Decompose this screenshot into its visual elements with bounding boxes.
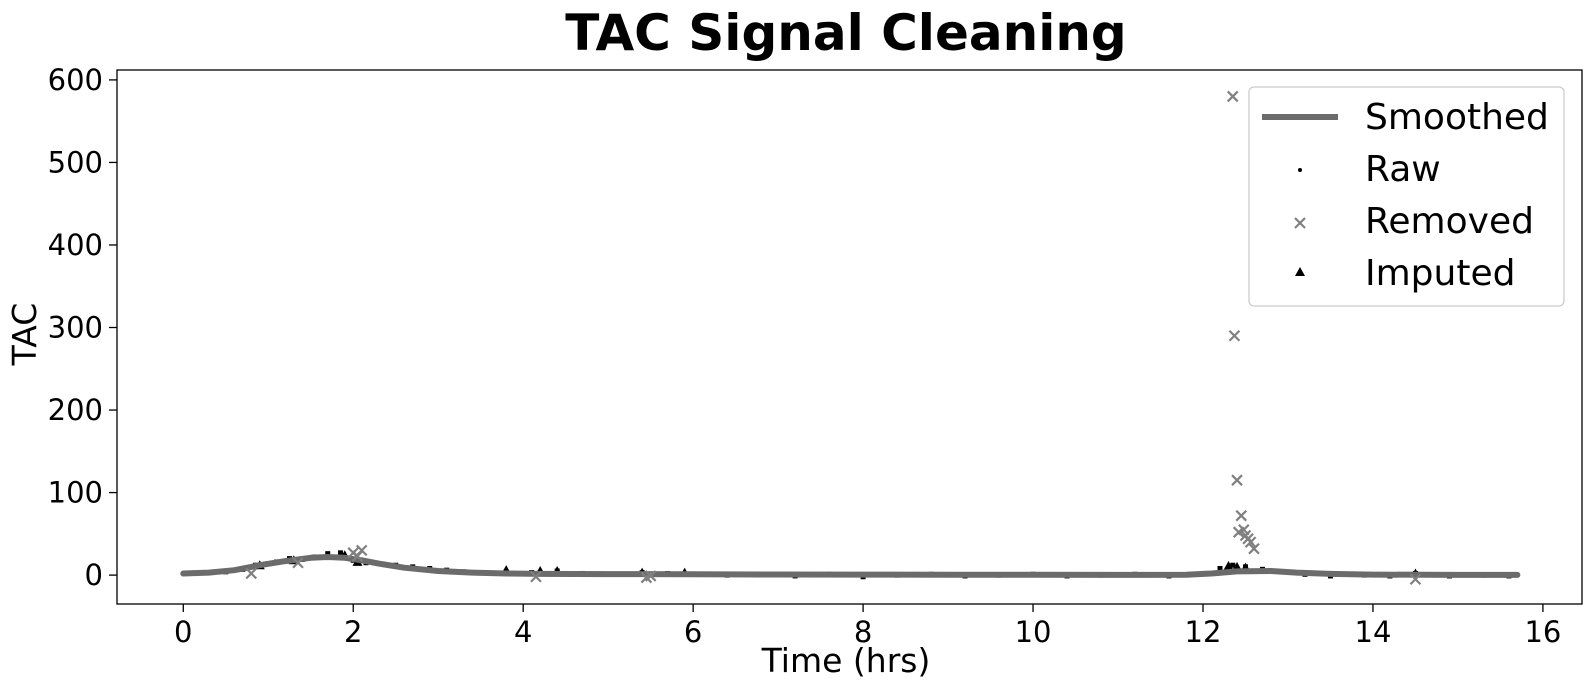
y-tick-label: 0 xyxy=(85,558,103,592)
legend-raw-swatch xyxy=(1298,168,1302,172)
plot-frame xyxy=(116,69,1583,605)
x-tick-label: 8 xyxy=(854,615,872,649)
x-tick-label: 16 xyxy=(1524,615,1561,649)
legend: Smoothed Raw Removed Imputed xyxy=(1248,86,1565,307)
smoothed-line xyxy=(180,554,1521,578)
y-axis-ticks: 0 100 200 300 400 500 600 xyxy=(48,63,117,592)
y-tick-label: 400 xyxy=(48,228,103,262)
removed-point xyxy=(530,570,542,583)
legend-raw-label: Raw xyxy=(1365,149,1441,190)
x-axis-label: Time (hrs) xyxy=(761,641,931,680)
chart-title: TAC Signal Cleaning xyxy=(565,4,1126,62)
y-tick-label: 500 xyxy=(48,145,103,179)
x-tick-label: 4 xyxy=(514,615,532,649)
x-tick-label: 0 xyxy=(174,615,192,649)
removed-point xyxy=(292,556,304,569)
legend-smoothed-label: Smoothed xyxy=(1365,97,1549,138)
removed-point xyxy=(355,544,368,557)
removed-point xyxy=(1244,536,1257,548)
x-tick-label: 2 xyxy=(344,615,362,649)
raw-point xyxy=(1217,566,1223,572)
y-axis-label: TAC xyxy=(5,303,44,367)
imputed-point xyxy=(1223,561,1234,571)
x-tick-label: 10 xyxy=(1015,615,1052,649)
removed-series xyxy=(245,90,1422,586)
removed-point xyxy=(1226,90,1239,103)
legend-box xyxy=(1248,86,1565,307)
x-tick-label: 14 xyxy=(1355,615,1392,649)
legend-removed-swatch xyxy=(1294,217,1306,229)
y-tick-label: 200 xyxy=(48,393,103,427)
x-tick-label: 6 xyxy=(684,615,702,649)
y-tick-label: 100 xyxy=(48,476,103,510)
raw-point xyxy=(1230,562,1236,568)
smoothed-series xyxy=(180,554,1521,578)
legend-imputed-label: Imputed xyxy=(1365,253,1515,294)
removed-point xyxy=(644,570,657,582)
y-tick-label: 300 xyxy=(48,311,103,345)
raw-point xyxy=(325,551,331,557)
legend-imputed-swatch xyxy=(1295,267,1305,276)
plot-area xyxy=(180,90,1521,586)
y-tick-label: 600 xyxy=(48,63,103,97)
removed-point xyxy=(1228,329,1241,342)
legend-removed-label: Removed xyxy=(1365,201,1534,242)
removed-point xyxy=(1248,542,1260,555)
removed-point xyxy=(1409,573,1422,586)
removed-point xyxy=(1235,509,1248,522)
removed-point xyxy=(245,567,258,580)
x-tick-label: 12 xyxy=(1185,615,1222,649)
raw-point xyxy=(337,550,343,556)
x-axis-ticks: 0 2 4 6 8 10 12 14 16 xyxy=(174,604,1561,649)
removed-point xyxy=(1231,474,1243,486)
